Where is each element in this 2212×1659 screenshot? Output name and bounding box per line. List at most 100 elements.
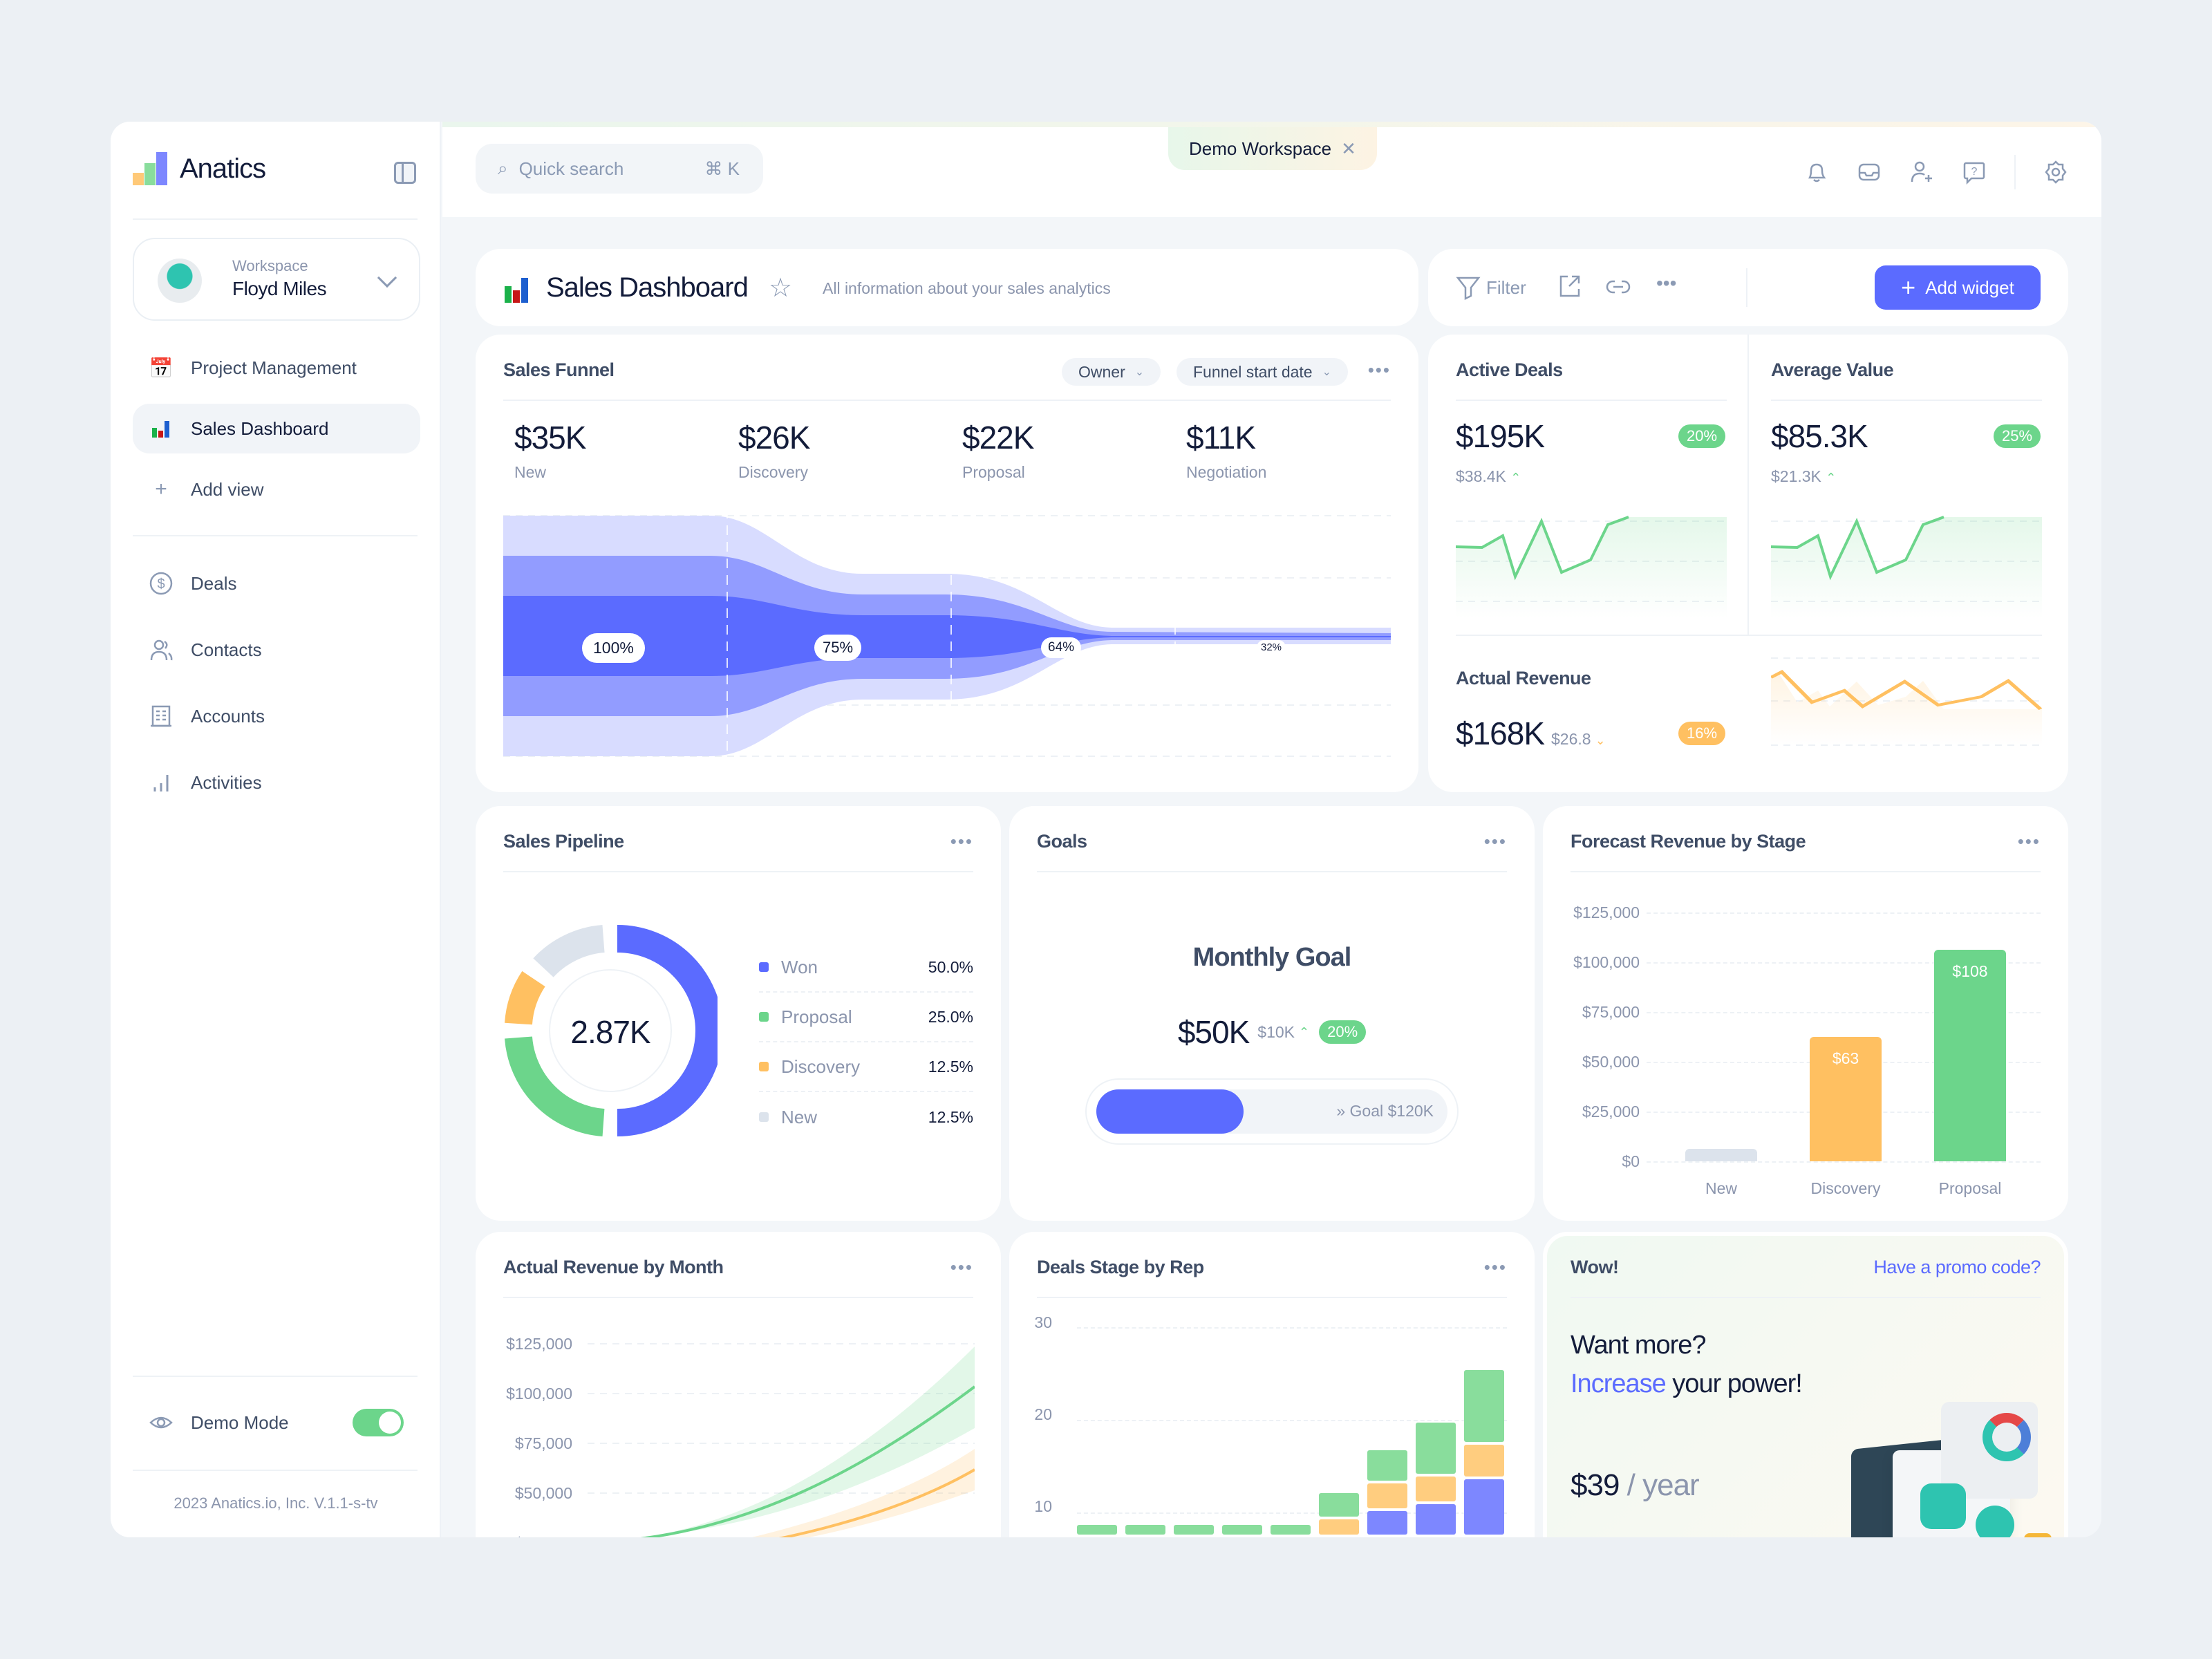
divider	[133, 535, 418, 536]
demo-mode-label: Demo Mode	[191, 1412, 289, 1433]
divider	[1746, 268, 1747, 307]
average-value-badge: 25%	[1994, 424, 2041, 448]
search-placeholder: Quick search	[518, 158, 624, 179]
more-icon[interactable]: •••	[1483, 1257, 1507, 1277]
divider	[1456, 400, 1727, 401]
chevron-down-icon	[377, 268, 397, 288]
card-title: Sales Pipeline	[503, 831, 624, 852]
divider	[1571, 871, 2041, 872]
star-icon[interactable]: ☆	[769, 274, 793, 303]
demo-mode-toggle[interactable]	[353, 1409, 404, 1436]
active-deals-delta: $38.4K ⌃	[1456, 467, 1521, 485]
bar-chart-icon	[149, 417, 173, 440]
svg-text:?: ?	[1971, 166, 1978, 178]
funnel-pct-badge: 64%	[1041, 637, 1082, 658]
divider	[133, 1376, 418, 1377]
goal-progress-fill	[1096, 1089, 1244, 1134]
pipeline-donut	[505, 925, 718, 1136]
workspace-tag[interactable]: Demo Workspace ✕	[1168, 127, 1377, 170]
sidebar-item-activities[interactable]: Activities	[133, 758, 420, 807]
goal-heading: Monthly Goal	[1192, 943, 1352, 972]
legend-item: Proposal 25.0%	[759, 993, 973, 1042]
actual-revenue-sparkline	[1771, 657, 2042, 746]
building-icon	[149, 704, 173, 728]
sidebar: Anatics Workspace Floyd Miles 📅 Project …	[111, 122, 441, 1537]
legend-swatch	[759, 1112, 769, 1122]
filter-button[interactable]: Filter	[1456, 275, 1526, 300]
bell-icon[interactable]	[1804, 160, 1829, 185]
arrow-down-icon: ⌄	[1595, 733, 1606, 747]
divider	[1747, 335, 1749, 635]
divider	[2014, 155, 2016, 189]
goal-values: $50K $10K ⌃ 20%	[1009, 1013, 1535, 1051]
close-icon[interactable]: ✕	[1341, 138, 1356, 159]
workspace-tag-label: Demo Workspace	[1189, 138, 1332, 159]
filter-label: Filter	[1486, 276, 1526, 298]
promo-code-link[interactable]: Have a promo code?	[1873, 1257, 2041, 1277]
funnel-pct-badge: 75%	[814, 635, 862, 661]
y-axis-labels: $125,000 $100,000 $75,000 $50,000 $25,000 $0	[1573, 903, 1640, 1170]
inbox-icon[interactable]	[1857, 160, 1882, 185]
sidebar-item-label: Deals	[191, 572, 237, 594]
card-title: Forecast Revenue by Stage	[1571, 831, 1806, 852]
workspace-switcher[interactable]: Workspace Floyd Miles	[133, 238, 420, 321]
settings-icon[interactable]	[2043, 160, 2068, 185]
more-icon[interactable]: •••	[1483, 831, 1507, 852]
sidebar-item-deals[interactable]: $ Deals	[133, 559, 420, 608]
add-widget-label: Add widget	[1925, 276, 2014, 298]
active-deals-value: $195K	[1456, 418, 1545, 454]
footer-copyright: 2023 Anatics.io, Inc. V.1.1-s-tv	[174, 1494, 378, 1512]
goal-badge: 20%	[1319, 1020, 1367, 1044]
link-icon[interactable]	[1605, 274, 1631, 303]
dashboard-header: Sales Dashboard ☆ All information about …	[476, 249, 1418, 326]
export-icon[interactable]	[1557, 274, 1583, 303]
more-icon[interactable]: •••	[1367, 359, 1391, 380]
sidebar-item-project-management[interactable]: 📅 Project Management	[133, 343, 420, 393]
average-value-sparkline	[1771, 516, 2042, 618]
bar-new	[1685, 1149, 1757, 1161]
sidebar-item-label: Add view	[191, 478, 264, 500]
sales-pipeline-card: Sales Pipeline ••• 2.87K Won 50.0% Propos…	[476, 806, 1001, 1221]
divider	[1771, 400, 2042, 401]
funnel-date-dropdown[interactable]: Funnel start date ⌄	[1177, 358, 1349, 386]
more-icon[interactable]: •••	[950, 831, 973, 852]
dollar-icon: $	[149, 572, 173, 595]
divider	[1456, 635, 2042, 636]
goal-progress: » Goal $120K	[1085, 1078, 1459, 1145]
divider	[1571, 1297, 2041, 1298]
search-shortcut: ⌘ K	[704, 158, 740, 179]
funnel-stage: $22K Proposal	[962, 420, 1034, 481]
goals-card: Goals ••• Monthly Goal $50K $10K ⌃ 20% »…	[1009, 806, 1535, 1221]
sidebar-item-accounts[interactable]: Accounts	[133, 691, 420, 741]
legend-swatch	[759, 1062, 769, 1071]
promo-illustration	[1851, 1402, 2059, 1537]
sidebar-item-contacts[interactable]: Contacts	[133, 625, 420, 675]
more-icon[interactable]: •••	[1656, 272, 1677, 294]
help-icon[interactable]: ?	[1962, 160, 1987, 185]
more-icon[interactable]: •••	[2017, 831, 2041, 852]
owner-dropdown[interactable]: Owner ⌄	[1062, 358, 1161, 386]
legend-item: New 12.5%	[759, 1092, 973, 1142]
card-title: Goals	[1037, 831, 1087, 852]
more-icon[interactable]: •••	[950, 1257, 973, 1277]
plus-icon: +	[155, 478, 167, 500]
calendar-icon: 📅	[149, 357, 174, 379]
divider	[503, 871, 973, 872]
sidebar-item-label: Accounts	[191, 705, 265, 727]
goal-target: » Goal $120K	[1336, 1102, 1434, 1120]
workspace-label: Workspace	[232, 257, 308, 274]
add-widget-button[interactable]: + Add widget	[1875, 265, 2041, 310]
add-user-icon[interactable]	[1909, 160, 1934, 185]
arrow-up-icon: ⌃	[1299, 1024, 1310, 1039]
revenue-by-month-card: Actual Revenue by Month ••• $125,000 $100…	[476, 1232, 1001, 1537]
search-input[interactable]: ⌕ Quick search ⌘ K	[476, 144, 763, 194]
active-deals-sparkline	[1456, 516, 1727, 618]
funnel-stage: $35K New	[514, 420, 586, 481]
filter-icon	[1456, 276, 1481, 300]
sidebar-item-label: Contacts	[191, 639, 262, 660]
sidebar-item-sales-dashboard[interactable]: Sales Dashboard	[133, 404, 420, 453]
collapse-sidebar-icon[interactable]	[394, 162, 416, 184]
sidebar-item-add-view[interactable]: + Add view	[133, 465, 420, 514]
dashboard-actions: Filter ••• + Add widget	[1428, 249, 2068, 326]
svg-text:$: $	[157, 577, 165, 592]
